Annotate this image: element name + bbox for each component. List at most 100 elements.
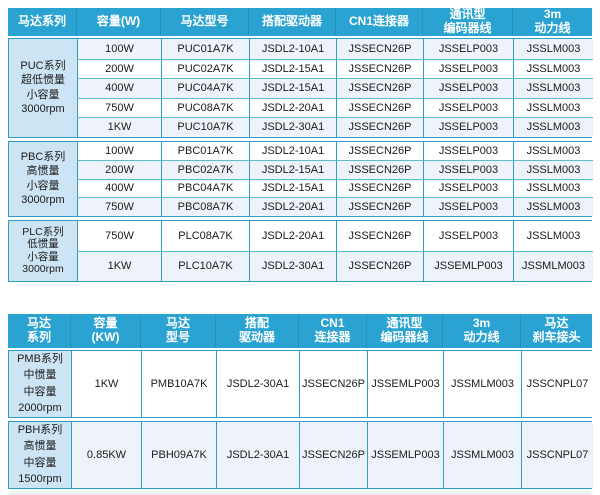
data-cell: JSSECN26P bbox=[336, 97, 423, 117]
data-cell: JSSELP003 bbox=[423, 78, 513, 98]
header-matching-driver: 搭配驱动器 bbox=[248, 8, 335, 36]
data-cell: JSDL2-30A1 bbox=[216, 421, 299, 488]
data-cell: PUC02A7K bbox=[161, 58, 249, 78]
data-cell: PUC01A7K bbox=[161, 39, 249, 59]
header-motor-model: 马达 型号 bbox=[140, 313, 215, 348]
data-cell: JSSECN26P bbox=[336, 197, 423, 216]
header-3m-power-cable: 3m 动力线 bbox=[442, 313, 520, 348]
data-cell: 200W bbox=[77, 58, 161, 78]
motor-table-small-capacity: 马达系列 容量(W) 马达型号 搭配驱动器 CN1连接器 通讯型 编码器线 3m… bbox=[8, 7, 593, 282]
data-cell: JSSMLM003 bbox=[513, 250, 593, 281]
table1-header-row: 马达系列 容量(W) 马达型号 搭配驱动器 CN1连接器 通讯型 编码器线 3m… bbox=[8, 7, 592, 36]
data-cell: 750W bbox=[77, 220, 161, 251]
data-cell: PUC08A7K bbox=[161, 97, 249, 117]
data-cell: JSDL2-20A1 bbox=[249, 220, 336, 251]
header-motor-series: 马达系列 bbox=[17, 14, 66, 29]
header-cn1-connector: CN1 连接器 bbox=[298, 313, 366, 348]
data-cell: JSSELP003 bbox=[423, 97, 513, 117]
data-cell: JSSLM003 bbox=[513, 58, 593, 78]
data-cell: PMB10A7K bbox=[141, 350, 216, 417]
data-cell: JSSEMLP003 bbox=[367, 350, 443, 417]
data-cell: JSSECN26P bbox=[336, 78, 423, 98]
data-cell: JSSELP003 bbox=[423, 160, 513, 179]
data-cell: JSDL2-30A1 bbox=[249, 117, 336, 137]
data-cell: 100W bbox=[77, 39, 161, 59]
group-pbc-series: PBC系列 高惯量 小容量 3000rpm 100W PBC01A7K JSDL… bbox=[8, 140, 593, 217]
data-cell: JSSLM003 bbox=[513, 78, 593, 98]
data-cell: JSSELP003 bbox=[423, 117, 513, 137]
data-cell: 0.85KW bbox=[71, 421, 141, 488]
data-cell: 200W bbox=[77, 160, 161, 179]
data-cell: JSSCNPL07 bbox=[521, 421, 593, 488]
data-cell: JSSECN26P bbox=[336, 250, 423, 281]
data-cell: 750W bbox=[77, 197, 161, 216]
data-cell: 1KW bbox=[77, 250, 161, 281]
data-cell: JSDL2-30A1 bbox=[249, 250, 336, 281]
data-cell: 1KW bbox=[71, 350, 141, 417]
data-cell: JSSECN26P bbox=[299, 421, 367, 488]
header-capacity-w: 容量(W) bbox=[76, 8, 160, 36]
data-cell: 750W bbox=[77, 97, 161, 117]
data-cell: PBC08A7K bbox=[161, 197, 249, 216]
data-cell: JSSLM003 bbox=[513, 117, 593, 137]
header-motor-brake-connector: 马达 刹车接头 bbox=[520, 313, 592, 348]
header-comm-encoder-cable: 通讯型 编码器线 bbox=[422, 7, 512, 36]
header-cn1-connector: CN1连接器 bbox=[335, 8, 422, 36]
data-cell: PBH09A7K bbox=[141, 421, 216, 488]
data-cell: PLC10A7K bbox=[161, 250, 249, 281]
series-cell-pbc: PBC系列 高惯量 小容量 3000rpm bbox=[9, 141, 77, 216]
data-cell: 400W bbox=[77, 78, 161, 98]
header-motor-series: 马达 系列 bbox=[26, 315, 51, 344]
data-cell: JSSELP003 bbox=[423, 58, 513, 78]
data-cell: JSSEMLP003 bbox=[367, 421, 443, 488]
group-pmb-series: PMB系列 中惯量 中容量 2000rpm 1KW PMB10A7K JSDL2… bbox=[8, 349, 593, 418]
data-cell: JSSECN26P bbox=[299, 350, 367, 417]
motor-table-medium-capacity: 马达 系列 容量 (KW) 马达 型号 搭配 驱动器 CN1 连接器 通讯型 编… bbox=[8, 313, 593, 489]
data-cell: 100W bbox=[77, 141, 161, 160]
series-cell-pbh: PBH系列 高惯量 中容量 1500rpm bbox=[9, 421, 71, 488]
data-cell: JSDL2-15A1 bbox=[249, 78, 336, 98]
data-cell: JSSECN26P bbox=[336, 160, 423, 179]
data-cell: JSSMLM003 bbox=[443, 421, 521, 488]
header-motor-model: 马达型号 bbox=[160, 8, 248, 36]
data-cell: JSSECN26P bbox=[336, 58, 423, 78]
data-cell: PUC10A7K bbox=[161, 117, 249, 137]
data-cell: JSSLM003 bbox=[513, 197, 593, 216]
data-cell: 1KW bbox=[77, 117, 161, 137]
data-cell: JSSCNPL07 bbox=[521, 350, 593, 417]
group-pbh-series: PBH系列 高惯量 中容量 1500rpm 0.85KW PBH09A7K JS… bbox=[8, 420, 593, 489]
data-cell: JSDL2-15A1 bbox=[249, 160, 336, 179]
data-cell: JSSLM003 bbox=[513, 97, 593, 117]
data-cell: JSSLM003 bbox=[513, 141, 593, 160]
cutoff-next-table-strip bbox=[8, 490, 592, 495]
header-matching-driver: 搭配 驱动器 bbox=[215, 313, 298, 348]
data-cell: JSDL2-10A1 bbox=[249, 39, 336, 59]
data-cell: JSSLM003 bbox=[513, 160, 593, 179]
data-cell: JSSECN26P bbox=[336, 39, 423, 59]
series-cell-pmb: PMB系列 中惯量 中容量 2000rpm bbox=[9, 350, 71, 417]
data-cell: JSSLM003 bbox=[513, 220, 593, 251]
header-capacity-kw: 容量 (KW) bbox=[70, 313, 140, 348]
data-cell: JSSLM003 bbox=[513, 178, 593, 197]
series-cell-puc: PUC系列 超低惯量 小容量 3000rpm bbox=[9, 39, 77, 137]
series-cell-plc: PLC系列 低惯量 小容量 3000rpm bbox=[9, 220, 77, 281]
data-cell: JSDL2-15A1 bbox=[249, 178, 336, 197]
data-cell: JSSELP003 bbox=[423, 178, 513, 197]
group-plc-series: PLC系列 低惯量 小容量 3000rpm 750W PLC08A7K JSDL… bbox=[8, 219, 593, 282]
data-cell: JSSELP003 bbox=[423, 141, 513, 160]
data-cell: JSSELP003 bbox=[423, 197, 513, 216]
data-cell: PUC04A7K bbox=[161, 78, 249, 98]
data-cell: PLC08A7K bbox=[161, 220, 249, 251]
data-cell: JSSMLM003 bbox=[443, 350, 521, 417]
data-cell: JSSELP003 bbox=[423, 220, 513, 251]
header-3m-power-cable: 3m 动力线 bbox=[512, 7, 592, 36]
header-comm-encoder-cable: 通讯型 编码器线 bbox=[366, 313, 442, 348]
data-cell: JSSECN26P bbox=[336, 141, 423, 160]
data-cell: JSDL2-15A1 bbox=[249, 58, 336, 78]
data-cell: JSSECN26P bbox=[336, 117, 423, 137]
data-cell: 400W bbox=[77, 178, 161, 197]
data-cell: JSDL2-20A1 bbox=[249, 97, 336, 117]
data-cell: JSSELP003 bbox=[423, 39, 513, 59]
data-cell: PBC02A7K bbox=[161, 160, 249, 179]
